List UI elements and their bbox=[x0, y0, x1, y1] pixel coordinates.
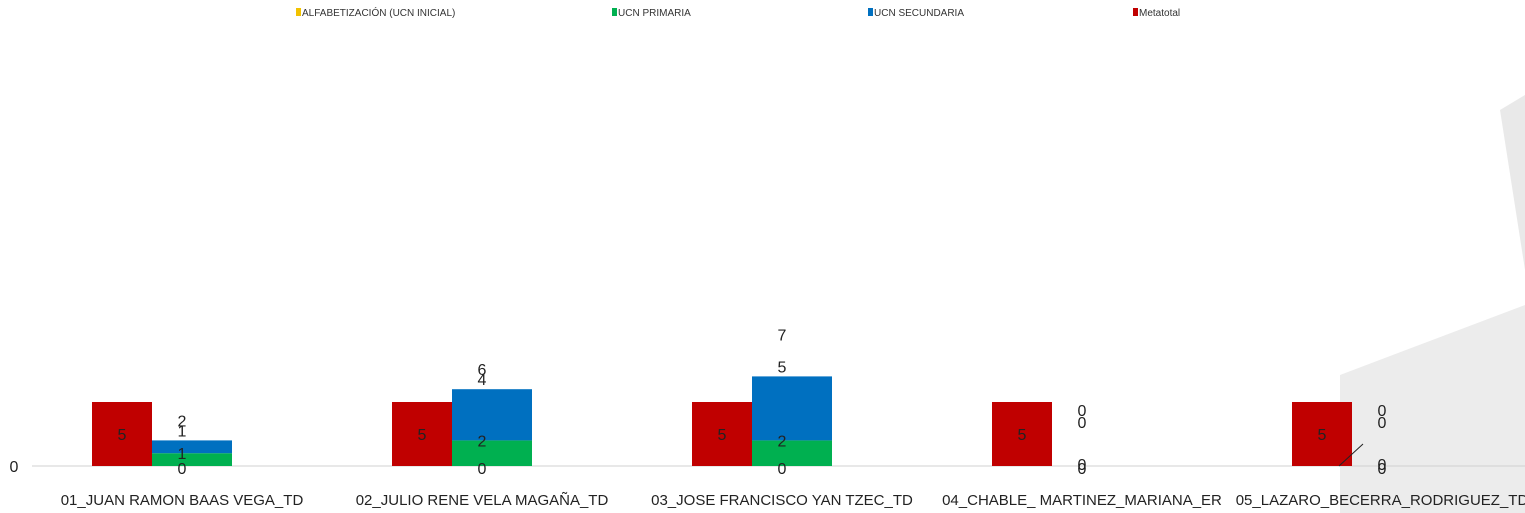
watermark-shape bbox=[1340, 305, 1525, 513]
label-primaria: 2 bbox=[478, 433, 487, 450]
label-total: 6 bbox=[478, 362, 487, 379]
label-metatotal: 5 bbox=[718, 427, 727, 444]
label-inicial: 0 bbox=[178, 461, 187, 478]
label-secundaria: 1 bbox=[178, 423, 187, 440]
label-primaria: 0 bbox=[1078, 457, 1087, 474]
label-total: 7 bbox=[778, 327, 787, 344]
bars bbox=[92, 376, 1352, 466]
label-total: 0 bbox=[1378, 403, 1387, 420]
label-metatotal: 5 bbox=[1018, 427, 1027, 444]
legend-swatch bbox=[868, 8, 873, 16]
bar-secundaria bbox=[152, 440, 232, 454]
label-total: 2 bbox=[178, 413, 187, 430]
y-axis-zero-label: 0 bbox=[10, 459, 19, 476]
bar-primaria bbox=[752, 440, 832, 466]
bar-secundaria bbox=[452, 389, 532, 441]
bar-primaria bbox=[452, 440, 532, 466]
x-tick-labels: 01_JUAN RAMON BAAS VEGA_TD 02_JULIO RENE … bbox=[61, 492, 1525, 509]
legend-swatch bbox=[612, 8, 617, 16]
watermark-shape bbox=[1500, 95, 1525, 270]
legend: ALFABETIZACIÓN (UCN INICIAL) UCN PRIMARIA… bbox=[296, 6, 1180, 19]
bar-metatotal bbox=[392, 402, 452, 466]
label-metatotal: 5 bbox=[418, 427, 427, 444]
label-primaria: 1 bbox=[178, 446, 187, 463]
legend-label: ALFABETIZACIÓN (UCN INICIAL) bbox=[302, 6, 455, 19]
legend-label: UCN SECUNDARIA bbox=[874, 8, 964, 19]
bar-primaria bbox=[152, 453, 232, 466]
bar-metatotal bbox=[92, 402, 152, 466]
label-primaria: 0 bbox=[1378, 457, 1387, 474]
label-metatotal: 5 bbox=[118, 427, 127, 444]
label-secundaria: 4 bbox=[478, 372, 487, 389]
bar-metatotal bbox=[692, 402, 752, 466]
legend-swatch bbox=[1133, 8, 1138, 16]
label-secundaria: 0 bbox=[1078, 415, 1087, 432]
legend-label: UCN PRIMARIA bbox=[618, 8, 691, 19]
bar-secundaria bbox=[752, 376, 832, 441]
label-total: 0 bbox=[1078, 403, 1087, 420]
label-secundaria: 0 bbox=[1378, 415, 1387, 432]
x-tick-label: 01_JUAN RAMON BAAS VEGA_TD bbox=[61, 492, 304, 509]
label-primaria: 2 bbox=[778, 433, 787, 450]
bar-metatotal bbox=[1292, 402, 1352, 466]
label-metatotal: 5 bbox=[1318, 427, 1327, 444]
x-tick-label: 02_JULIO RENE VELA MAGAÑA_TD bbox=[356, 492, 609, 509]
label-inicial: 0 bbox=[1378, 461, 1387, 478]
label-inicial: 0 bbox=[778, 461, 787, 478]
x-tick-label: 05_LAZARO_BECERRA_RODRIGUEZ_TD bbox=[1236, 492, 1525, 509]
label-secundaria: 5 bbox=[778, 359, 787, 376]
x-tick-label: 03_JOSE FRANCISCO YAN TZEC_TD bbox=[651, 492, 913, 509]
label-inicial: 0 bbox=[478, 461, 487, 478]
label-inicial: 0 bbox=[1078, 461, 1087, 478]
x-tick-label: 04_CHABLE_ MARTINEZ_MARIANA_ER bbox=[942, 492, 1222, 509]
legend-label: Metatotal bbox=[1139, 8, 1180, 19]
legend-swatch bbox=[296, 8, 301, 16]
bar-metatotal bbox=[992, 402, 1052, 466]
leader-line bbox=[1338, 443, 1364, 467]
